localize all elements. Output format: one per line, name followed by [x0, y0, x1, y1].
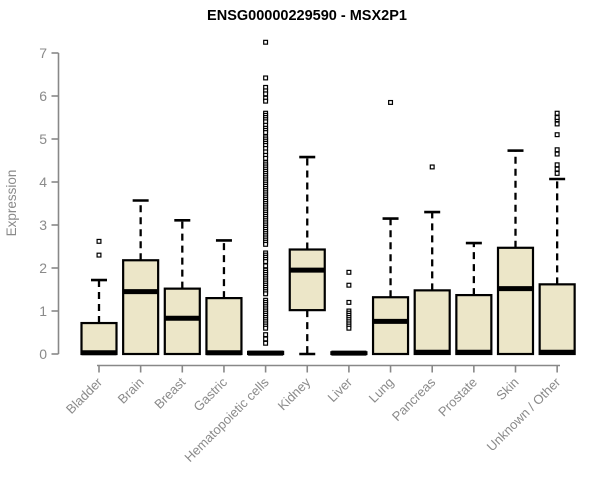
boxplot-brain: [122, 199, 160, 356]
boxplot-kidney: [288, 155, 326, 356]
iqr-box: [413, 289, 451, 356]
outlier-point: [554, 114, 560, 120]
outlier-point: [96, 238, 102, 244]
y-tick-label: 3: [39, 217, 47, 233]
outlier-point: [388, 99, 394, 105]
outlier-point: [263, 130, 269, 136]
outlier-point: [554, 121, 560, 127]
y-tick-label: 5: [39, 131, 47, 147]
x-tick-label-kidney: Kidney: [275, 374, 314, 413]
x-tick-label-brain: Brain: [115, 375, 147, 407]
outlier-point: [96, 252, 102, 258]
x-tick-label-breast: Breast: [151, 374, 188, 411]
boxplot-skin: [496, 149, 535, 356]
outlier-point: [263, 98, 269, 104]
outlier-point: [263, 39, 269, 45]
outlier-point: [263, 241, 269, 247]
boxplot-lung: [371, 99, 410, 356]
y-axis-label: Expression: [4, 170, 19, 237]
y-tick-label: 1: [39, 303, 47, 319]
y-tick-label: 4: [39, 174, 47, 190]
outlier-point: [429, 164, 435, 170]
outlier-point: [263, 336, 269, 342]
outlier-point: [263, 340, 269, 346]
outlier-point: [346, 325, 352, 331]
outlier-point: [263, 259, 269, 265]
outlier-point: [554, 110, 560, 116]
outlier-point: [263, 91, 269, 97]
boxplot-hematopoietic-cells: [247, 39, 285, 356]
outlier-point: [263, 263, 269, 269]
iqr-box: [122, 259, 160, 356]
x-tick-label-liver: Liver: [324, 374, 355, 405]
x-tick-label-pancreas: Pancreas: [389, 374, 439, 424]
boxplot-bladder: [80, 238, 118, 356]
outlier-point: [263, 325, 269, 331]
outlier-point: [554, 151, 560, 157]
boxplot-pancreas: [413, 164, 451, 356]
outlier-point: [554, 147, 560, 153]
iqr-box: [496, 246, 535, 356]
outlier-point: [554, 132, 560, 138]
boxplot-liver: [330, 269, 368, 356]
boxplot-unknown-other: [538, 110, 576, 356]
iqr-box: [538, 283, 576, 356]
iqr-box: [80, 321, 118, 356]
outlier-point: [346, 299, 352, 305]
y-tick-label: 0: [39, 346, 47, 362]
outlier-point: [554, 166, 560, 172]
iqr-box: [455, 293, 493, 356]
iqr-box: [288, 248, 326, 312]
boxplot-gastric: [205, 239, 243, 356]
outlier-point: [346, 269, 352, 275]
outlier-point: [554, 170, 560, 176]
x-tick-label-skin: Skin: [493, 375, 521, 403]
x-tick-label-prostate: Prostate: [435, 375, 480, 420]
boxplot-breast: [163, 218, 201, 356]
y-tick-label: 2: [39, 260, 47, 276]
y-tick-label: 7: [39, 45, 47, 61]
y-axis: 0 1 2 3 4 5 6 7: [39, 45, 60, 362]
iqr-box: [205, 297, 243, 356]
x-tick-label-bladder: Bladder: [63, 374, 106, 417]
outlier-point: [263, 332, 269, 338]
chart-title: ENSG00000229590 - MSX2P1: [207, 8, 407, 24]
boxes-layer: [80, 39, 576, 356]
x-tick-label-lung: Lung: [366, 375, 397, 406]
iqr-box: [163, 287, 201, 356]
outlier-point: [263, 155, 269, 161]
y-tick-label: 6: [39, 88, 47, 104]
outlier-point: [346, 282, 352, 288]
boxplot-prostate: [455, 241, 493, 356]
iqr-box: [371, 296, 410, 356]
x-tick-label-unknown-other: Unknown / Other: [484, 374, 564, 454]
x-tick-label-gastric: Gastric: [190, 374, 230, 414]
outlier-point: [554, 162, 560, 168]
outlier-point: [263, 75, 269, 81]
outlier-point: [263, 291, 269, 297]
